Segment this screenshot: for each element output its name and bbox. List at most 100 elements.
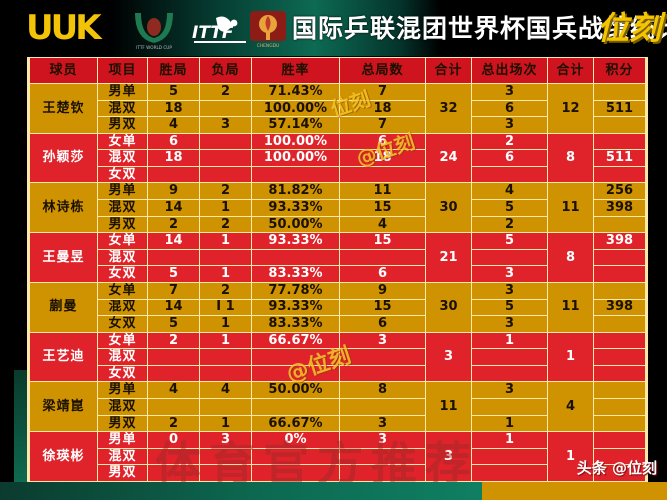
footer-gold-bar (482, 482, 667, 500)
points-cell (593, 331, 646, 350)
col-header-losses: 负局 (199, 57, 252, 84)
brand-label: 位刻 (596, 9, 661, 47)
appearances-cell (471, 165, 548, 184)
losses-cell: 1 (199, 232, 252, 250)
points-cell: 256 (593, 182, 646, 201)
player-name-cell: 王曼昱 (29, 232, 98, 283)
event-name-cell: 混双 (97, 298, 148, 317)
winrate-cell: 50.00% (251, 381, 340, 399)
points-cell (593, 414, 646, 433)
total-games-cell: 18 (339, 99, 426, 118)
points-cell: 511 (593, 149, 646, 167)
table-row: 男双 4 3 57.14% 7 3 (30, 116, 646, 134)
losses-cell (199, 364, 252, 383)
table-row: 王楚钦 男单 5 2 71.43% 7 32 3 12 (29, 83, 646, 134)
total-games-cell: 4 (339, 215, 426, 234)
winrate-cell: 66.67% (251, 331, 340, 350)
points-cell (593, 431, 646, 449)
col-header-apps-sum: 合计 (547, 57, 594, 84)
winrate-cell (251, 165, 340, 184)
losses-cell (199, 464, 252, 482)
winrate-cell: 66.67% (251, 414, 340, 433)
appearances-cell: 2 (471, 215, 548, 234)
games-sum-cell: 24 (425, 132, 472, 184)
appearances-cell: 4 (471, 182, 548, 201)
col-header-player: 球员 (29, 57, 98, 84)
event-name-cell: 混双 (97, 348, 148, 366)
appearances-cell (471, 447, 548, 466)
points-cell (593, 215, 646, 234)
games-sum-cell: 21 (425, 232, 472, 283)
winrate-cell: 57.14% (251, 116, 340, 134)
appearances-cell: 3 (471, 315, 548, 333)
wins-cell: 4 (147, 116, 200, 134)
total-games-cell: 3 (339, 331, 426, 350)
losses-cell: 1 (199, 414, 252, 433)
points-cell (593, 315, 646, 333)
wins-cell: 5 (147, 83, 200, 101)
losses-cell: 1 (199, 315, 252, 333)
apps-sum-cell: 1 (547, 431, 594, 482)
wins-cell (147, 348, 200, 366)
total-games-cell (339, 248, 426, 267)
appearances-cell: 6 (471, 99, 548, 118)
player-name-cell: 徐瑛彬 (29, 431, 98, 482)
col-header-games-sum: 合计 (425, 57, 472, 84)
footer-strip (0, 482, 667, 500)
header-banner: UUK ITTF WORLD CUP ITTF CHENGDU 国际乒联混团世界… (0, 0, 667, 56)
points-cell: 398 (593, 232, 646, 250)
appearances-cell: 1 (471, 414, 548, 433)
table-row: 女双 (30, 165, 646, 184)
svg-text:ITTF WORLD CUP: ITTF WORLD CUP (136, 45, 172, 50)
table-body: 王楚钦 男单 5 2 71.43% 7 32 3 12 混双 18 100.00% 18 6 511 男双 4 3… (29, 83, 646, 482)
player-name-cell: 林诗栋 (29, 182, 98, 234)
points-cell: 511 (593, 99, 646, 118)
apps-sum-cell: 8 (547, 232, 594, 283)
wins-cell (147, 464, 200, 482)
table-row: 女双 5 1 83.33% 6 3 (30, 315, 646, 333)
winrate-cell: 93.33% (251, 199, 340, 217)
table-row: 女双 5 1 83.33% 6 3 (30, 265, 646, 283)
wins-cell: 0 (147, 431, 200, 449)
total-games-cell: 3 (339, 414, 426, 433)
points-cell: 398 (593, 199, 646, 217)
table-row: 混双 18 100.00% 18 6 511 (30, 149, 646, 167)
winrate-cell: 100.00% (251, 132, 340, 151)
table-row: 混双 (30, 447, 646, 466)
event-name-cell: 混双 (97, 447, 148, 466)
points-cell (593, 397, 646, 416)
table-row: 王艺迪 女单 2 1 66.67% 3 3 1 1 (29, 331, 646, 383)
games-sum-cell: 30 (425, 182, 472, 234)
apps-sum-cell: 1 (547, 331, 594, 383)
wins-cell (147, 165, 200, 184)
points-cell (593, 281, 646, 300)
points-cell (593, 464, 646, 482)
ittf-logo: ITTF (192, 16, 246, 43)
total-games-cell: 15 (339, 298, 426, 317)
losses-cell (199, 447, 252, 466)
appearances-cell: 5 (471, 199, 548, 217)
winrate-cell: 81.82% (251, 182, 340, 201)
winrate-cell (251, 248, 340, 267)
event-name-cell: 男双 (97, 215, 148, 234)
table-row: 男双 2 1 66.67% 3 1 (30, 414, 646, 433)
uuk-logo: UUK (26, 8, 102, 48)
appearances-cell: 1 (471, 331, 548, 350)
table-row: 徐瑛彬 男单 0 3 0% 3 3 1 1 (29, 431, 646, 482)
col-header-points: 积分 (593, 57, 646, 84)
wins-cell: 5 (147, 315, 200, 333)
losses-cell: 3 (199, 431, 252, 449)
stats-table-container: 球员 项目 胜局 负局 胜率 总局数 合计 总出场次 合计 积分 王楚钦 男单 5 2… (27, 57, 648, 482)
total-games-cell (339, 397, 426, 416)
wins-cell: 14 (147, 232, 200, 250)
table-row: 混双 14 1 93.33% 15 5 398 (30, 199, 646, 217)
wins-cell: 2 (147, 414, 200, 433)
winrate-cell: 50.00% (251, 215, 340, 234)
total-games-cell: 18 (339, 149, 426, 167)
wins-cell: 4 (147, 381, 200, 399)
player-name-cell: 王楚钦 (29, 83, 98, 134)
appearances-cell: 3 (471, 83, 548, 101)
right-edge-fill (648, 56, 667, 482)
total-games-cell (339, 447, 426, 466)
